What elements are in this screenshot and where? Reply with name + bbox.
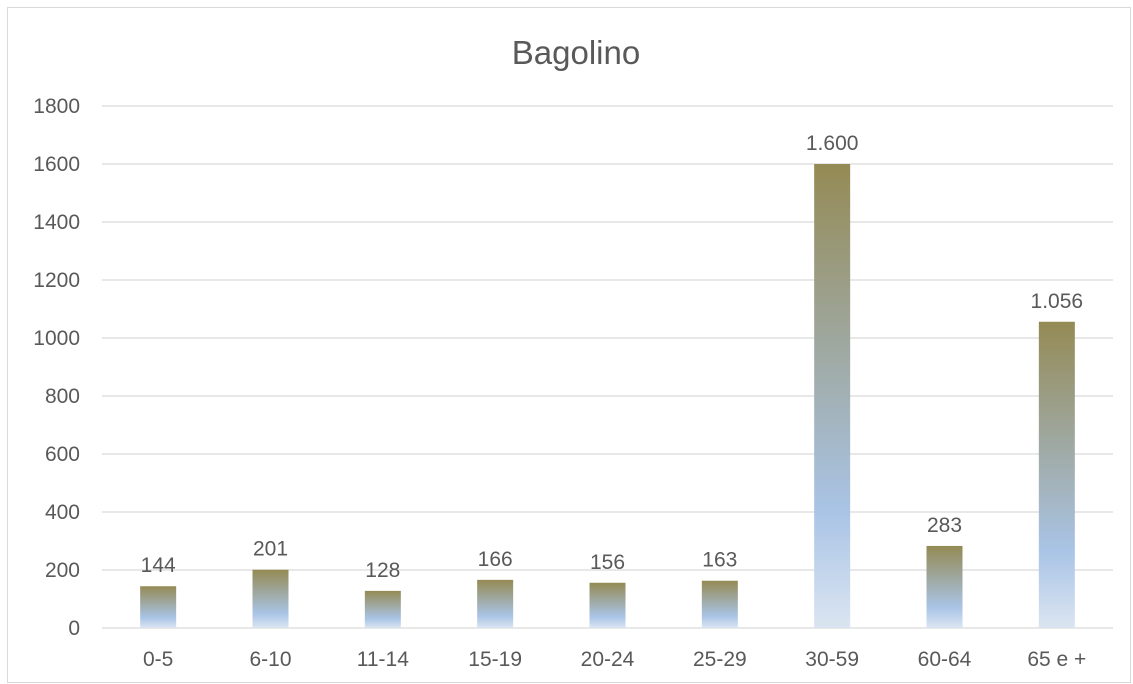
data-label: 156 [590, 551, 625, 574]
bar-25-29 [701, 580, 738, 628]
bar-30-59 [814, 164, 851, 628]
bar-11-14 [364, 590, 401, 628]
y-tick-label: 800 [45, 385, 80, 408]
y-tick-label: 400 [45, 501, 80, 524]
data-label: 1.600 [806, 132, 859, 155]
y-tick-label: 1200 [33, 269, 80, 292]
x-category-label: 65 e + [1027, 648, 1086, 671]
y-tick-label: 600 [45, 443, 80, 466]
chart-title: Bagolino [512, 34, 640, 71]
bars [140, 164, 1075, 628]
y-tick-label: 1400 [33, 211, 80, 234]
bar-65-e [1038, 321, 1075, 628]
data-label: 1.056 [1031, 290, 1084, 313]
x-category-label: 30-59 [805, 648, 859, 671]
data-label: 201 [253, 538, 288, 561]
bar-60-64 [926, 545, 963, 628]
bar-20-24 [589, 582, 626, 628]
bar-chart: Bagolino 0 200 400 600 800 1000 1200 1400 1600 18… [33, 34, 1113, 671]
x-category-label: 20-24 [581, 648, 635, 671]
y-tick-label: 200 [45, 559, 80, 582]
data-label: 144 [141, 554, 176, 577]
y-tick-label: 1800 [33, 95, 80, 118]
x-category-label: 25-29 [693, 648, 747, 671]
y-axis-tick-labels: 0 200 400 600 800 1000 1200 1400 1600 1800 [33, 95, 80, 640]
data-labels: 144 201 128 166 156 163 1.600 283 1.056 [141, 132, 1083, 582]
x-category-label: 60-64 [918, 648, 972, 671]
x-category-label: 15-19 [468, 648, 522, 671]
bar-6-10 [252, 569, 289, 628]
x-axis-category-labels: 0-5 6-10 11-14 15-19 20-24 25-29 30-59 60-64 65 … [143, 648, 1086, 671]
data-label: 166 [478, 548, 513, 571]
y-tick-label: 0 [68, 617, 80, 640]
x-category-label: 0-5 [143, 648, 173, 671]
y-tick-label: 1000 [33, 327, 80, 350]
data-label: 128 [365, 559, 400, 582]
x-category-label: 11-14 [357, 648, 409, 671]
x-category-label: 6-10 [249, 648, 291, 671]
chart-container: Bagolino 0 200 400 600 800 1000 1200 1400 1600 18… [7, 7, 1131, 683]
bar-15-19 [477, 579, 514, 628]
y-tick-label: 1600 [33, 153, 80, 176]
data-label: 283 [927, 514, 962, 537]
data-label: 163 [702, 549, 737, 572]
bar-0-5 [140, 586, 177, 628]
